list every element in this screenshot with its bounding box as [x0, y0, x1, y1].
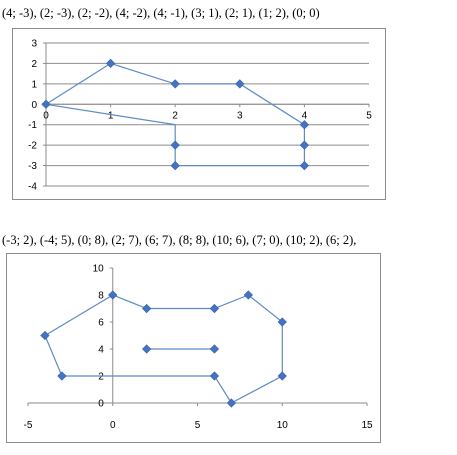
chart-1-y-tick-label: 2 — [31, 59, 37, 70]
chart-2-x-tick-label: -5 — [24, 420, 33, 431]
chart-2-point — [142, 303, 152, 314]
chart-2-frame — [6, 253, 381, 443]
chart-2-point — [57, 371, 67, 381]
chart-1-y-tick-label: -3 — [28, 161, 37, 172]
chart-2-point — [108, 290, 118, 300]
chart-2-x-tick-label: 0 — [110, 420, 116, 431]
chart-1-caption: (4; -3), (2; -3), (2; -2), (4; -2), (4; … — [2, 6, 320, 20]
chart-2-point — [40, 330, 50, 341]
chart-2-point — [243, 290, 253, 300]
chart-1-point — [105, 58, 116, 69]
chart-1-x-tick-label: 2 — [172, 110, 178, 121]
chart-2-point — [226, 398, 237, 408]
chart-2-point — [277, 371, 287, 381]
chart-2-y-tick-label: 10 — [93, 264, 105, 275]
chart-2-x-tick-label: 10 — [277, 420, 289, 431]
chart-1-point — [299, 140, 310, 150]
chart-1-point — [170, 160, 180, 171]
chart-1-y-tick-label: -4 — [28, 182, 37, 193]
chart-1-x-tick-label: 3 — [237, 110, 243, 121]
chart-2-point — [277, 317, 287, 327]
chart-1-y-tick-label: 1 — [31, 79, 37, 90]
chart-2-y-tick-label: 6 — [98, 318, 104, 329]
chart-1-x-tick-label: 5 — [366, 110, 372, 121]
chart-1-point — [170, 140, 180, 150]
chart-2-y-tick-label: 8 — [98, 291, 104, 302]
chart-1-x-tick-label: 0 — [43, 110, 49, 121]
chart-1-x-tick-label: 1 — [108, 110, 114, 121]
chart-2-point — [209, 371, 220, 381]
chart-2-x-tick-label: 15 — [361, 420, 373, 431]
chart-2-point — [142, 344, 152, 354]
chart-2-point — [209, 344, 220, 354]
chart-2-y-tick-label: 4 — [98, 345, 104, 356]
chart-2-y-tick-label: 0 — [98, 399, 104, 410]
chart-1-point — [299, 120, 310, 130]
chart-1-frame — [12, 28, 386, 200]
chart-1-y-tick-label: -1 — [28, 120, 37, 131]
chart-2-point — [209, 303, 220, 314]
chart-1-point — [299, 160, 310, 171]
chart-2-y-tick-label: 2 — [98, 372, 104, 383]
chart-1-x-tick-label: 4 — [302, 110, 308, 121]
chart-1-y-tick-label: 0 — [31, 100, 37, 111]
chart-1-point — [170, 79, 180, 89]
chart-2-x-tick-label: 5 — [195, 420, 201, 431]
chart-1-point — [41, 99, 51, 109]
chart-1-point — [235, 79, 245, 89]
chart-2-caption: (-3; 2), (-4; 5), (0; 8), (2; 7), (6; 7)… — [2, 233, 357, 247]
chart-1-y-tick-label: -2 — [28, 141, 37, 152]
chart-1-y-tick-label: 3 — [31, 39, 37, 50]
